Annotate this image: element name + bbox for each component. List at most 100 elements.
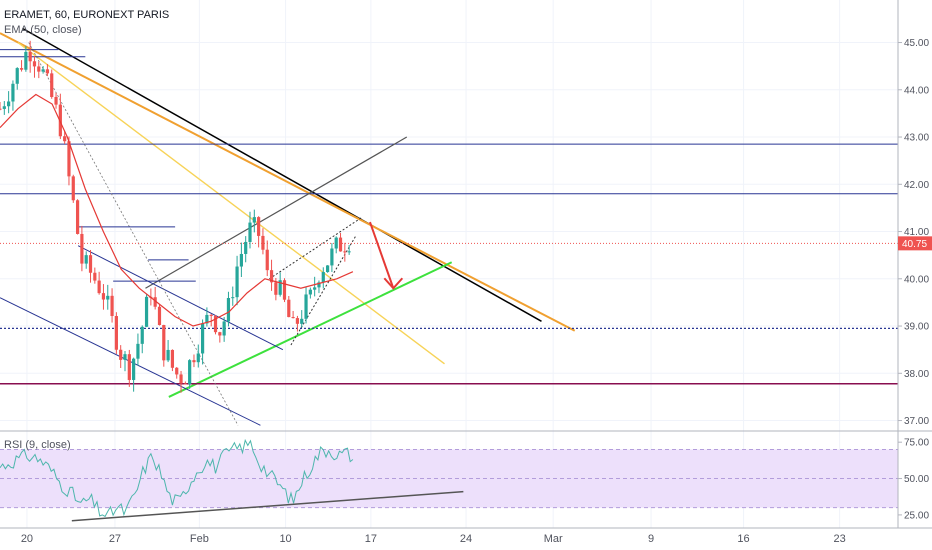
ema-legend: EMA (50, close): [4, 24, 82, 36]
y-tick-label: 44.00: [904, 85, 929, 96]
candle-up: [226, 298, 231, 322]
candle-down: [127, 354, 131, 380]
candle-down: [37, 66, 41, 72]
candle-up: [347, 251, 351, 253]
candle-down: [114, 316, 118, 350]
candle-down: [19, 68, 24, 70]
last-price-tag: [898, 236, 932, 251]
candle-down: [0, 108, 2, 110]
candle-up: [244, 241, 248, 254]
candle-down: [269, 270, 274, 283]
candle-up: [2, 106, 6, 109]
candle-up: [248, 222, 252, 242]
candle-up: [188, 360, 192, 385]
ema-line: [0, 93, 354, 327]
candle-up: [166, 349, 170, 361]
candle-up: [140, 326, 144, 344]
candle-down: [175, 367, 179, 375]
candle-up: [325, 265, 330, 273]
chart-title: ERAMET, 60, EURONEXT PARIS: [4, 9, 170, 21]
candle-down: [93, 272, 97, 281]
candle-down: [58, 104, 62, 137]
candle-down: [170, 349, 175, 368]
x-tick-label: 20: [21, 533, 33, 545]
rsi-y-tick-label: 50.00: [904, 474, 929, 485]
candle-up: [300, 318, 304, 324]
candle-down: [101, 293, 106, 300]
y-tick-label: 39.00: [904, 322, 929, 333]
rsi-legend: RSI (9, close): [4, 439, 71, 451]
x-tick-label: 16: [737, 533, 749, 545]
candle-down: [45, 69, 50, 74]
x-tick-label: 23: [834, 533, 846, 545]
candle-down: [97, 280, 101, 294]
x-tick-label: 27: [109, 533, 121, 545]
x-tick-label: 24: [460, 533, 472, 545]
candle-up: [231, 297, 235, 299]
candle-down: [54, 96, 58, 105]
price-series: [0, 40, 354, 393]
candle-down: [287, 299, 291, 318]
x-tick-label: 9: [648, 533, 654, 545]
candle-down: [110, 295, 114, 317]
candle-down: [261, 235, 265, 250]
candle-down: [67, 141, 71, 177]
candle-down: [265, 249, 269, 271]
candle-down: [218, 332, 222, 336]
y-tick-label: 43.00: [904, 133, 929, 144]
candle-down: [75, 200, 80, 234]
candle-down: [213, 315, 218, 333]
candle-down: [274, 282, 278, 295]
wedge-upper: [269, 216, 363, 280]
dotted-trend: [28, 42, 239, 426]
rsi-y-tick-label: 75.00: [904, 438, 929, 449]
candle-down: [179, 374, 183, 384]
candle-down: [80, 233, 84, 264]
rsi-series: [0, 438, 464, 522]
candle-down: [209, 314, 213, 316]
candle-up: [123, 354, 127, 360]
y-tick-label: 37.00: [904, 416, 929, 427]
candle-up: [235, 266, 239, 298]
y-tick-label: 45.00: [904, 38, 929, 49]
candle-up: [106, 295, 110, 300]
candle-up: [15, 68, 19, 84]
candle-down: [192, 360, 196, 363]
candle-up: [308, 289, 312, 295]
candle-down: [157, 306, 162, 326]
rsi-y-tick-label: 25.00: [904, 510, 929, 521]
trendline-yellow-2: [17, 41, 445, 365]
y-tick-label: 40.00: [904, 274, 929, 285]
candle-down: [295, 318, 300, 324]
candle-down: [71, 176, 75, 201]
x-tick-label: 10: [279, 533, 291, 545]
arrow-shaft: [369, 221, 395, 289]
candle-up: [321, 272, 325, 283]
x-tick-label: Feb: [190, 533, 209, 545]
candle-up: [252, 217, 256, 223]
trendline-green-3: [168, 261, 453, 398]
candle-down: [153, 297, 157, 307]
candle-down: [50, 73, 54, 97]
x-tick-label: 17: [365, 533, 377, 545]
candle-up: [144, 296, 149, 327]
last-price-label: 40.75: [902, 239, 927, 250]
rsi-line: [0, 438, 354, 518]
trendline-navy-9: [77, 245, 284, 351]
candle-down: [28, 51, 32, 62]
candle-down: [162, 325, 166, 361]
trendline-orange-1: [0, 32, 576, 332]
y-tick-label: 42.00: [904, 180, 929, 191]
candle-up: [7, 101, 11, 107]
candle-up: [222, 321, 226, 336]
candle-up: [239, 253, 243, 267]
candle-up: [24, 51, 28, 70]
trendline-gray-8: [145, 136, 408, 289]
y-tick-label: 38.00: [904, 369, 929, 380]
candle-down: [88, 255, 93, 273]
candle-up: [136, 343, 140, 359]
candle-up: [304, 294, 308, 319]
candle-up: [196, 353, 200, 363]
